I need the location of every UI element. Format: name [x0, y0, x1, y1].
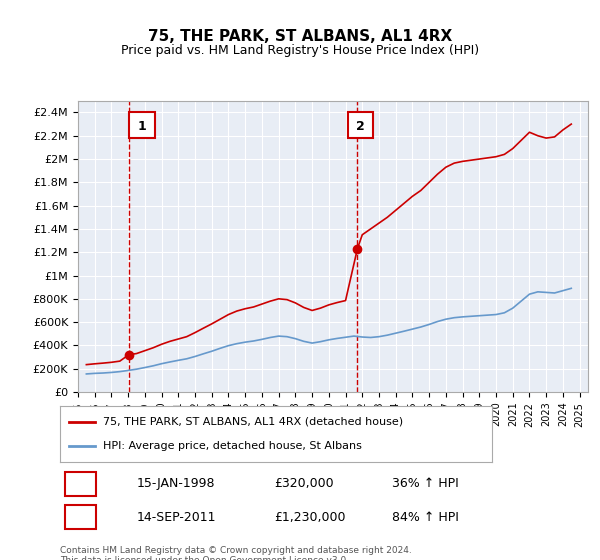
FancyBboxPatch shape	[65, 472, 96, 496]
Text: £320,000: £320,000	[274, 477, 334, 490]
Text: Contains HM Land Registry data © Crown copyright and database right 2024.
This d: Contains HM Land Registry data © Crown c…	[60, 546, 412, 560]
Text: 1: 1	[137, 120, 146, 133]
Text: £1,230,000: £1,230,000	[274, 511, 346, 524]
Text: HPI: Average price, detached house, St Albans: HPI: Average price, detached house, St A…	[103, 441, 362, 451]
FancyBboxPatch shape	[347, 112, 373, 138]
Text: 84% ↑ HPI: 84% ↑ HPI	[392, 511, 458, 524]
Text: 75, THE PARK, ST ALBANS, AL1 4RX (detached house): 75, THE PARK, ST ALBANS, AL1 4RX (detach…	[103, 417, 403, 427]
Text: 2: 2	[356, 120, 365, 133]
Text: 36% ↑ HPI: 36% ↑ HPI	[392, 477, 458, 490]
Text: 75, THE PARK, ST ALBANS, AL1 4RX: 75, THE PARK, ST ALBANS, AL1 4RX	[148, 29, 452, 44]
Text: Price paid vs. HM Land Registry's House Price Index (HPI): Price paid vs. HM Land Registry's House …	[121, 44, 479, 57]
FancyBboxPatch shape	[65, 505, 96, 529]
Text: 1: 1	[76, 477, 85, 490]
Text: 2: 2	[76, 511, 85, 524]
FancyBboxPatch shape	[129, 112, 155, 138]
Text: 15-JAN-1998: 15-JAN-1998	[137, 477, 215, 490]
Text: 14-SEP-2011: 14-SEP-2011	[137, 511, 216, 524]
